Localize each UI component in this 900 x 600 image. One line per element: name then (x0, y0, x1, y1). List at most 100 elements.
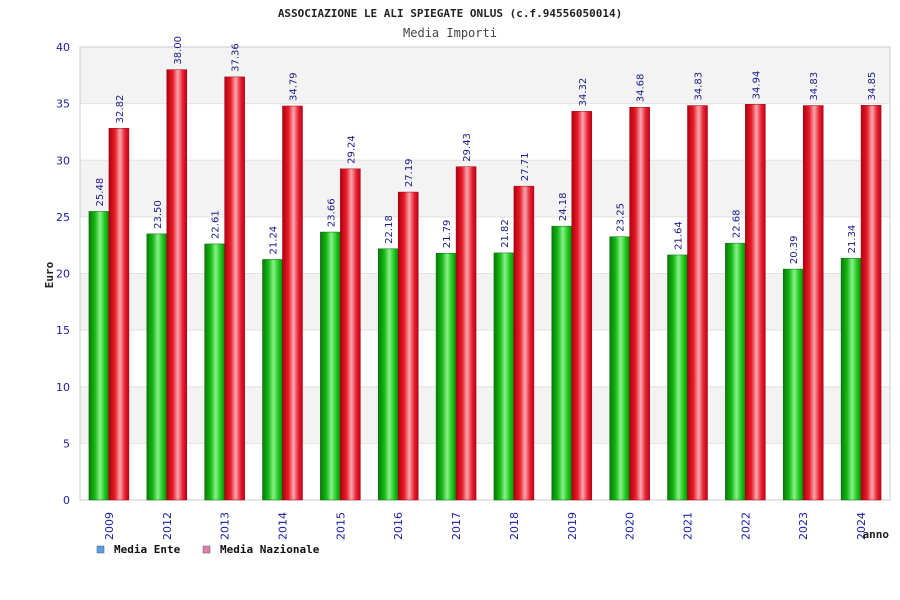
x-tick-label: 2023 (797, 512, 810, 540)
y-axis-label: Euro (43, 261, 56, 288)
data-label-media-nazionale: 38.00 (173, 36, 184, 65)
data-label-media-ente: 25.48 (95, 178, 106, 207)
bar-media-ente (551, 225, 573, 501)
plot-frame (79, 46, 891, 501)
data-label-media-nazionale: 34.83 (809, 72, 820, 101)
grid-band (80, 160, 890, 217)
data-label-media-nazionale: 34.79 (289, 72, 300, 101)
x-tick-label: 2020 (624, 512, 637, 540)
bar-media-nazionale (108, 128, 130, 501)
x-tick-label: 2009 (103, 512, 116, 540)
y-axis: 0 5 10 15 20 25 30 35 40 (56, 41, 70, 507)
grid-band (80, 103, 890, 161)
data-label-media-ente: 24.18 (558, 193, 569, 222)
data-label-media-nazionale: 34.32 (578, 78, 589, 107)
data-labels: 25.48 32.82 23.50 38.00 22.61 37.36 21.24 34.79… (95, 36, 878, 264)
data-label-media-ente: 21.79 (442, 220, 453, 249)
data-label-media-ente: 23.66 (326, 198, 337, 227)
data-label-media-nazionale: 32.82 (115, 95, 126, 124)
x-tick-label: 2012 (161, 512, 174, 540)
data-label-media-nazionale: 34.68 (636, 74, 647, 103)
y-tick-label: 25 (56, 211, 70, 224)
x-tick-label: 2017 (450, 512, 463, 540)
bar-media-ente (493, 252, 515, 501)
legend-label-media-nazionale: Media Nazionale (220, 543, 320, 556)
x-tick-label: 2013 (219, 512, 232, 540)
bar-media-nazionale (571, 111, 593, 501)
bar-media-ente (320, 231, 341, 501)
data-label-media-ente: 21.64 (674, 221, 685, 250)
bar-media-ente (435, 252, 457, 501)
grid-band (80, 330, 890, 387)
data-label-media-nazionale: 34.83 (694, 72, 705, 101)
data-label-media-ente: 21.34 (847, 225, 858, 254)
bar-media-nazionale (340, 168, 361, 501)
y-tick-label: 30 (56, 154, 70, 167)
bar-media-nazionale (745, 104, 766, 501)
bar-media-ente (262, 259, 283, 501)
data-label-media-nazionale: 34.94 (751, 71, 762, 100)
bar-media-ente (840, 258, 862, 501)
bar-media-nazionale (687, 105, 708, 501)
chart-subtitle: Media Importi (403, 26, 497, 40)
bar-media-nazionale (513, 185, 535, 501)
bar-media-ente (146, 233, 168, 501)
data-label-media-nazionale: 34.85 (867, 72, 878, 101)
bar-media-ente (204, 243, 225, 501)
legend-swatch-media-nazionale (202, 545, 211, 554)
grid-band (80, 443, 890, 500)
data-label-media-nazionale: 37.36 (231, 43, 242, 72)
y-tick-label: 0 (63, 494, 70, 507)
y-tick-label: 5 (63, 437, 70, 450)
bar-media-ente (609, 236, 630, 501)
data-label-media-ente: 22.61 (211, 210, 222, 239)
bar-media-nazionale (166, 69, 188, 501)
data-label-media-ente: 23.50 (153, 200, 164, 229)
data-label-media-ente: 21.82 (500, 219, 511, 248)
data-label-media-ente: 22.68 (731, 210, 742, 239)
bar-media-nazionale (282, 105, 303, 501)
bar-media-nazionale (455, 166, 477, 501)
grid-band (80, 273, 890, 331)
x-tick-label: 2021 (682, 512, 695, 540)
bar-media-nazionale (860, 105, 882, 501)
x-tick-label: 2015 (334, 512, 347, 540)
bar-media-ente (377, 248, 399, 501)
bar-media-ente (88, 211, 110, 501)
x-axis-label: anno (863, 528, 890, 541)
data-label-media-nazionale: 29.24 (346, 135, 357, 164)
bar-media-nazionale (224, 76, 245, 501)
x-tick-label: 2014 (277, 512, 290, 540)
chart-title: ASSOCIAZIONE LE ALI SPIEGATE ONLUS (c.f.… (278, 7, 622, 20)
legend-label-media-ente: Media Ente (114, 543, 181, 556)
legend: Media Ente Media Nazionale (96, 543, 320, 556)
bar-media-nazionale (397, 191, 419, 501)
grid-band (80, 47, 890, 104)
x-tick-label: 2024 (855, 512, 868, 540)
y-tick-label: 10 (56, 381, 70, 394)
x-tick-label: 2019 (566, 512, 579, 540)
bar-media-ente (782, 268, 804, 501)
data-label-media-nazionale: 27.71 (520, 153, 531, 182)
y-tick-label: 20 (56, 268, 70, 281)
legend-swatch-media-ente (96, 545, 105, 554)
grid-band (80, 216, 890, 274)
x-axis: 2009 2012 2013 2014 2015 2016 2017 2018 2019 2020… (103, 512, 868, 540)
x-tick-label: 2016 (392, 512, 405, 540)
bar-media-nazionale (802, 105, 824, 501)
bar-media-nazionale (629, 106, 650, 501)
x-tick-label: 2022 (739, 512, 752, 540)
data-label-media-nazionale: 27.19 (404, 158, 415, 187)
data-label-media-nazionale: 29.43 (462, 133, 473, 162)
x-tick-label: 2018 (508, 512, 521, 540)
data-label-media-ente: 23.25 (616, 203, 627, 232)
data-label-media-ente: 22.18 (384, 215, 395, 244)
grid-band (80, 386, 890, 444)
y-tick-label: 40 (56, 41, 70, 54)
data-label-media-ente: 21.24 (269, 226, 280, 255)
bar-media-ente (725, 242, 746, 501)
bar-media-ente (667, 254, 688, 501)
y-tick-label: 35 (56, 98, 70, 111)
bars (88, 69, 882, 501)
